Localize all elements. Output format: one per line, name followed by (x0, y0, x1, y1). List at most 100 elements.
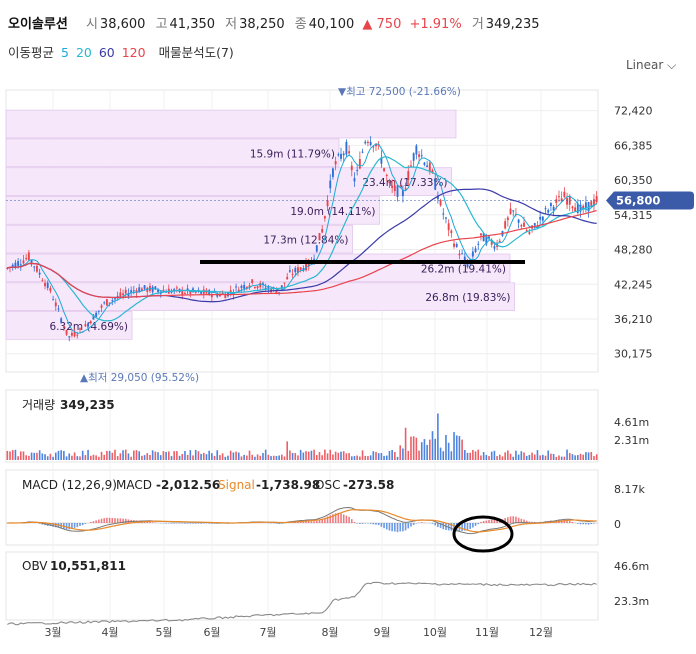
osc-bar (197, 523, 200, 524)
osc-bar (359, 523, 361, 524)
candle-body (97, 310, 100, 312)
osc-bar (480, 521, 482, 523)
osc-bar (116, 518, 119, 523)
month-label: 6월 (203, 626, 220, 639)
candle-body (512, 210, 515, 212)
osc-bar (92, 521, 95, 523)
candle-body (453, 243, 455, 247)
candle-body (275, 290, 278, 294)
volume-bar (361, 450, 364, 460)
ma-60[interactable]: 60 (98, 45, 115, 60)
drawn-circle-annotation (452, 515, 514, 553)
candle-body (122, 293, 124, 296)
macd-tick: 8.17k (614, 483, 645, 496)
volume-bar (243, 454, 245, 460)
volume-bar (294, 453, 297, 460)
volume-bar (488, 456, 490, 460)
candle-body (162, 289, 165, 291)
candle-body (356, 169, 359, 172)
candle-body (100, 305, 103, 308)
candle-body (498, 240, 501, 242)
osc-bar (348, 516, 350, 523)
candle-body (461, 253, 464, 255)
osc-bar (84, 523, 87, 524)
osc-bar (342, 514, 345, 523)
candle-body (560, 198, 563, 202)
volume-bar (299, 449, 302, 460)
scale-selector[interactable]: Linear ⌵ (626, 58, 676, 73)
candle-body (353, 178, 356, 182)
osc-bar (302, 521, 305, 523)
panel-frame-2 (5, 469, 599, 546)
candle-body (420, 155, 423, 157)
candle-body (286, 276, 289, 280)
osc-bar (385, 523, 388, 530)
volume-bar (119, 453, 122, 460)
volume-bar (520, 451, 523, 460)
candle-body (36, 265, 38, 272)
candle-body (124, 289, 127, 294)
ma-5-line (7, 143, 597, 334)
osc-bar (307, 520, 310, 523)
volume-bar (369, 455, 372, 460)
osc-bar (98, 519, 100, 523)
ma-5[interactable]: 5 (61, 45, 69, 60)
volume-bar (593, 456, 595, 460)
candle-body (194, 291, 197, 293)
volume-bar (278, 455, 280, 460)
volume-bar (474, 451, 477, 460)
candle-body (517, 219, 520, 223)
volume-bar (19, 451, 22, 460)
volume-bar (246, 455, 248, 460)
volume-bar (515, 450, 517, 460)
ma-20[interactable]: 20 (75, 45, 92, 60)
volume-profile-label: 17.3m (12.84%) (263, 235, 348, 247)
volume-bar (213, 455, 216, 460)
candle-body (280, 285, 283, 289)
volume-bar (170, 456, 173, 460)
moving-average-bar[interactable]: 이동평균 5 20 60 120 매물분석도(7) (8, 42, 237, 61)
candle-body (447, 223, 450, 231)
osc-bar (192, 523, 194, 524)
stock-name[interactable]: 오이솔루션 (8, 17, 68, 32)
osc-value: -273.58 (343, 478, 394, 492)
candle-body (62, 326, 65, 328)
volume-bar (383, 455, 385, 460)
osc-bar (587, 523, 590, 525)
candle-body (574, 207, 577, 212)
osc-bar (305, 520, 307, 523)
volume-profile-bar (5, 138, 340, 168)
osc-bar (353, 522, 356, 523)
candle-body (259, 282, 262, 288)
osc-bar (450, 523, 453, 531)
candle-body (184, 292, 186, 294)
month-label: 12월 (529, 626, 553, 639)
volume-value: 349,235 (485, 17, 540, 32)
volume-bar (65, 456, 68, 460)
volume-bar (547, 450, 550, 460)
candle-body (568, 195, 571, 205)
candle-body (493, 246, 496, 249)
volume-bar (377, 453, 380, 460)
volume-bar (509, 453, 512, 460)
candle-body (210, 294, 213, 298)
candle-body (111, 300, 114, 302)
osc-bar (507, 517, 509, 523)
candle-body (46, 282, 49, 288)
volume-profile-bar (5, 167, 452, 196)
osc-bar (313, 521, 315, 523)
candle-body (76, 334, 79, 336)
osc-bar (122, 518, 124, 523)
candle-body (157, 290, 159, 292)
candle-body (533, 223, 536, 226)
volume-bar (517, 454, 520, 460)
volume-profile-label[interactable]: 매물분석도(7) (158, 45, 234, 60)
candle-body (181, 289, 184, 295)
volume-profile-label: 15.9m (11.79%) (250, 148, 335, 160)
ma-120[interactable]: 120 (121, 45, 146, 60)
osc-bar (310, 521, 313, 523)
volume-bar (154, 451, 157, 460)
obv-panel-label: OBV (22, 559, 48, 573)
volume-bar (141, 455, 143, 460)
